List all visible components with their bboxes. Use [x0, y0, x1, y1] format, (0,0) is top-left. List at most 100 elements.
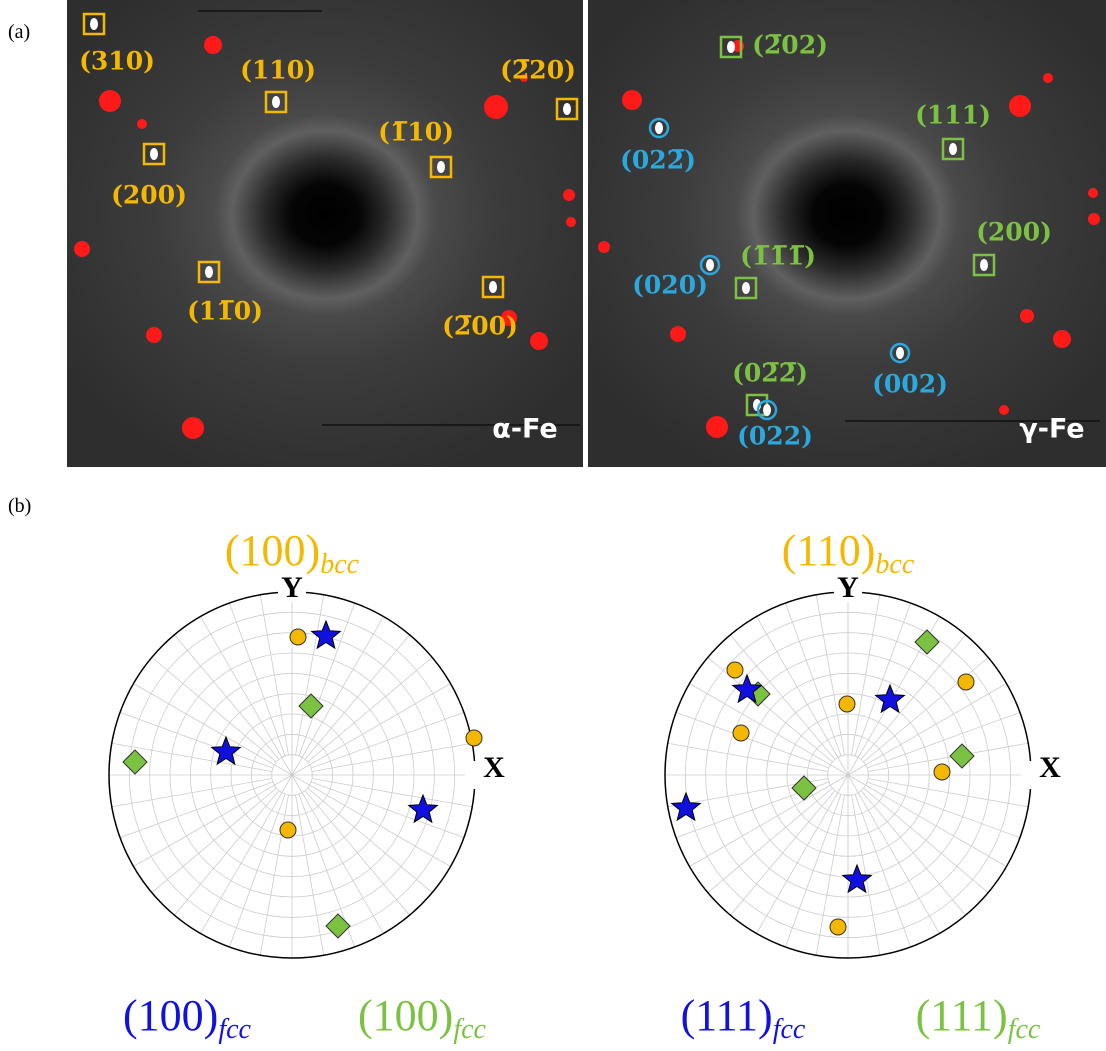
spot-box [264, 90, 288, 114]
grid-line [863, 787, 989, 893]
grid-line [295, 794, 325, 956]
spot-label: (110) [240, 56, 316, 85]
simulated-spot [182, 417, 204, 439]
spot-label: (020) [632, 271, 708, 300]
star-marker [310, 619, 342, 650]
grid-line [307, 787, 433, 893]
spot-label: (200) [111, 181, 187, 210]
star-marker [670, 791, 702, 822]
diffraction-spot [272, 96, 280, 108]
label: (100)fcc [123, 991, 252, 1045]
grid-line [295, 594, 325, 756]
spot-label: (2̅20) [500, 56, 576, 85]
label: (111)fcc [916, 991, 1041, 1045]
spot-label: (022̅) [620, 146, 696, 175]
grid-line [133, 683, 293, 776]
axis-gap [834, 582, 862, 602]
phase-label: α-Fe [492, 414, 557, 445]
spot-box [481, 275, 505, 299]
diffraction-spot [437, 161, 445, 173]
grid-line [174, 634, 280, 760]
grid-line [847, 774, 1007, 867]
grid-line [847, 683, 1007, 776]
label-text: (111) [916, 991, 1008, 1040]
grid-line [200, 774, 293, 934]
spot-box [197, 260, 221, 284]
grid-line [259, 794, 289, 956]
grid-line [133, 774, 293, 867]
spot-box [429, 155, 453, 179]
label-subscript: fcc [773, 1014, 806, 1045]
spot-box [142, 142, 166, 166]
diffraction-spot [949, 143, 957, 155]
simulated-spot [137, 119, 147, 129]
diffraction-spot [150, 148, 158, 160]
diffraction-spot [742, 282, 750, 294]
simulated-spot [1053, 330, 1071, 348]
spot-box [734, 276, 758, 300]
diffraction-spot [655, 122, 663, 134]
axis-label: Y [837, 571, 859, 604]
spot-circle [756, 399, 778, 421]
spot-box [82, 12, 106, 36]
simulated-spot [670, 326, 686, 342]
spot-label: (1̅1̅1̅) [740, 242, 816, 271]
grid-line [851, 594, 881, 756]
label-text: (110) [782, 526, 876, 575]
grid-line [311, 778, 473, 808]
circle-marker [465, 729, 483, 747]
label-text: (100) [358, 991, 453, 1040]
diffraction-spot [896, 347, 904, 359]
axis-gap [465, 761, 485, 789]
grid-line [867, 742, 1029, 772]
diamond-marker [298, 693, 324, 719]
grid-line [298, 602, 355, 757]
diamond-marker [791, 775, 817, 801]
simulated-spot [74, 241, 90, 257]
grid-line [111, 742, 273, 772]
grid-line [689, 774, 849, 867]
diffraction-spot [563, 103, 571, 115]
grid-line [667, 742, 829, 772]
label-subscript: bcc [875, 549, 914, 580]
simulated-spot [146, 327, 162, 343]
simulated-spot [566, 217, 576, 227]
grid-line [310, 781, 465, 838]
diffraction-spot [763, 404, 771, 416]
label-text: (100) [225, 526, 320, 575]
grid-line [151, 787, 277, 893]
grid-line [119, 781, 274, 838]
circle-marker [838, 695, 856, 713]
projections: YX(100)bcc(100)fcc (100)fccYX(110)bcc(111… [108, 526, 1061, 1045]
grid-line [730, 634, 836, 760]
star-marker [407, 793, 439, 824]
simulated-spot [706, 416, 728, 438]
grid-line [867, 778, 1029, 808]
grid-line [847, 774, 940, 934]
grid-line [815, 794, 845, 956]
simulated-spot [1020, 309, 1034, 323]
diffraction-image [588, 0, 1106, 467]
grid-line [291, 683, 451, 776]
grid-line [291, 774, 451, 867]
simulated-spot [598, 241, 610, 253]
spot-circle [648, 117, 670, 139]
label: (111)fcc [681, 991, 806, 1045]
spot-box [719, 35, 743, 59]
axis-gap [278, 582, 306, 602]
grid-line [229, 602, 286, 757]
label-subscript: fcc [453, 1014, 486, 1045]
grid-line [311, 742, 473, 772]
simulated-spot [484, 95, 508, 119]
grid-line [860, 634, 966, 760]
grid-line [174, 790, 280, 916]
grid-line [259, 594, 289, 756]
grid-line [689, 683, 849, 776]
diffraction-spot [489, 281, 497, 293]
grid-line [229, 793, 286, 948]
simulated-spot [563, 189, 575, 201]
star-marker [210, 735, 242, 766]
grid-line [304, 790, 410, 916]
diffraction-image [67, 0, 583, 467]
spot-label: (022) [737, 422, 813, 451]
